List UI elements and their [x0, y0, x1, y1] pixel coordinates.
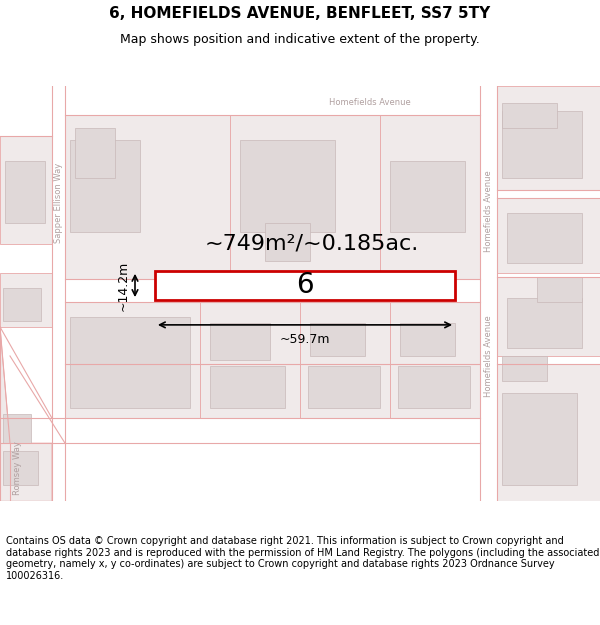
Bar [308, 366, 380, 408]
Polygon shape [497, 198, 600, 273]
Bar [310, 273, 400, 298]
Text: ~749m²/~0.185ac.: ~749m²/~0.185ac. [205, 234, 419, 254]
Bar [3, 451, 38, 484]
Bar [400, 322, 455, 356]
Polygon shape [0, 273, 52, 327]
Bar [537, 277, 582, 302]
Bar [210, 322, 270, 360]
Bar [5, 161, 45, 223]
Bar [507, 213, 582, 262]
Polygon shape [0, 136, 52, 244]
Bar [502, 356, 547, 381]
Polygon shape [497, 86, 600, 190]
Bar [502, 103, 557, 127]
Polygon shape [380, 115, 480, 279]
Text: Homefields Avenue: Homefields Avenue [329, 98, 411, 107]
Polygon shape [65, 302, 200, 418]
Bar [210, 366, 285, 408]
Polygon shape [497, 364, 600, 501]
Bar [310, 322, 365, 356]
Polygon shape [200, 302, 300, 418]
Polygon shape [300, 302, 390, 418]
Bar [70, 317, 190, 408]
Polygon shape [230, 115, 380, 279]
Bar [155, 271, 455, 300]
Polygon shape [65, 115, 230, 279]
Text: ~59.7m: ~59.7m [280, 333, 330, 346]
Polygon shape [0, 327, 52, 501]
Text: 6: 6 [296, 271, 314, 299]
Polygon shape [390, 302, 480, 418]
Bar [265, 223, 310, 261]
Text: Homefields Avenue: Homefields Avenue [484, 170, 493, 252]
Bar [502, 111, 582, 178]
Bar [390, 161, 465, 231]
Text: Map shows position and indicative extent of the property.: Map shows position and indicative extent… [120, 33, 480, 46]
Bar [3, 288, 41, 321]
Bar [75, 127, 115, 177]
Text: Homefields Avenue: Homefields Avenue [484, 315, 493, 397]
Text: ~14.2m: ~14.2m [117, 261, 130, 311]
Bar [398, 366, 470, 408]
Bar [3, 414, 31, 443]
Bar [70, 140, 140, 231]
Text: Romsey Way: Romsey Way [13, 441, 23, 495]
Text: Sapper Ellison Way: Sapper Ellison Way [54, 162, 63, 242]
Bar [507, 298, 582, 348]
Bar [502, 393, 577, 484]
Polygon shape [497, 277, 600, 356]
Text: Contains OS data © Crown copyright and database right 2021. This information is : Contains OS data © Crown copyright and d… [6, 536, 599, 581]
Bar [240, 140, 335, 231]
Text: 6, HOMEFIELDS AVENUE, BENFLEET, SS7 5TY: 6, HOMEFIELDS AVENUE, BENFLEET, SS7 5TY [109, 6, 491, 21]
